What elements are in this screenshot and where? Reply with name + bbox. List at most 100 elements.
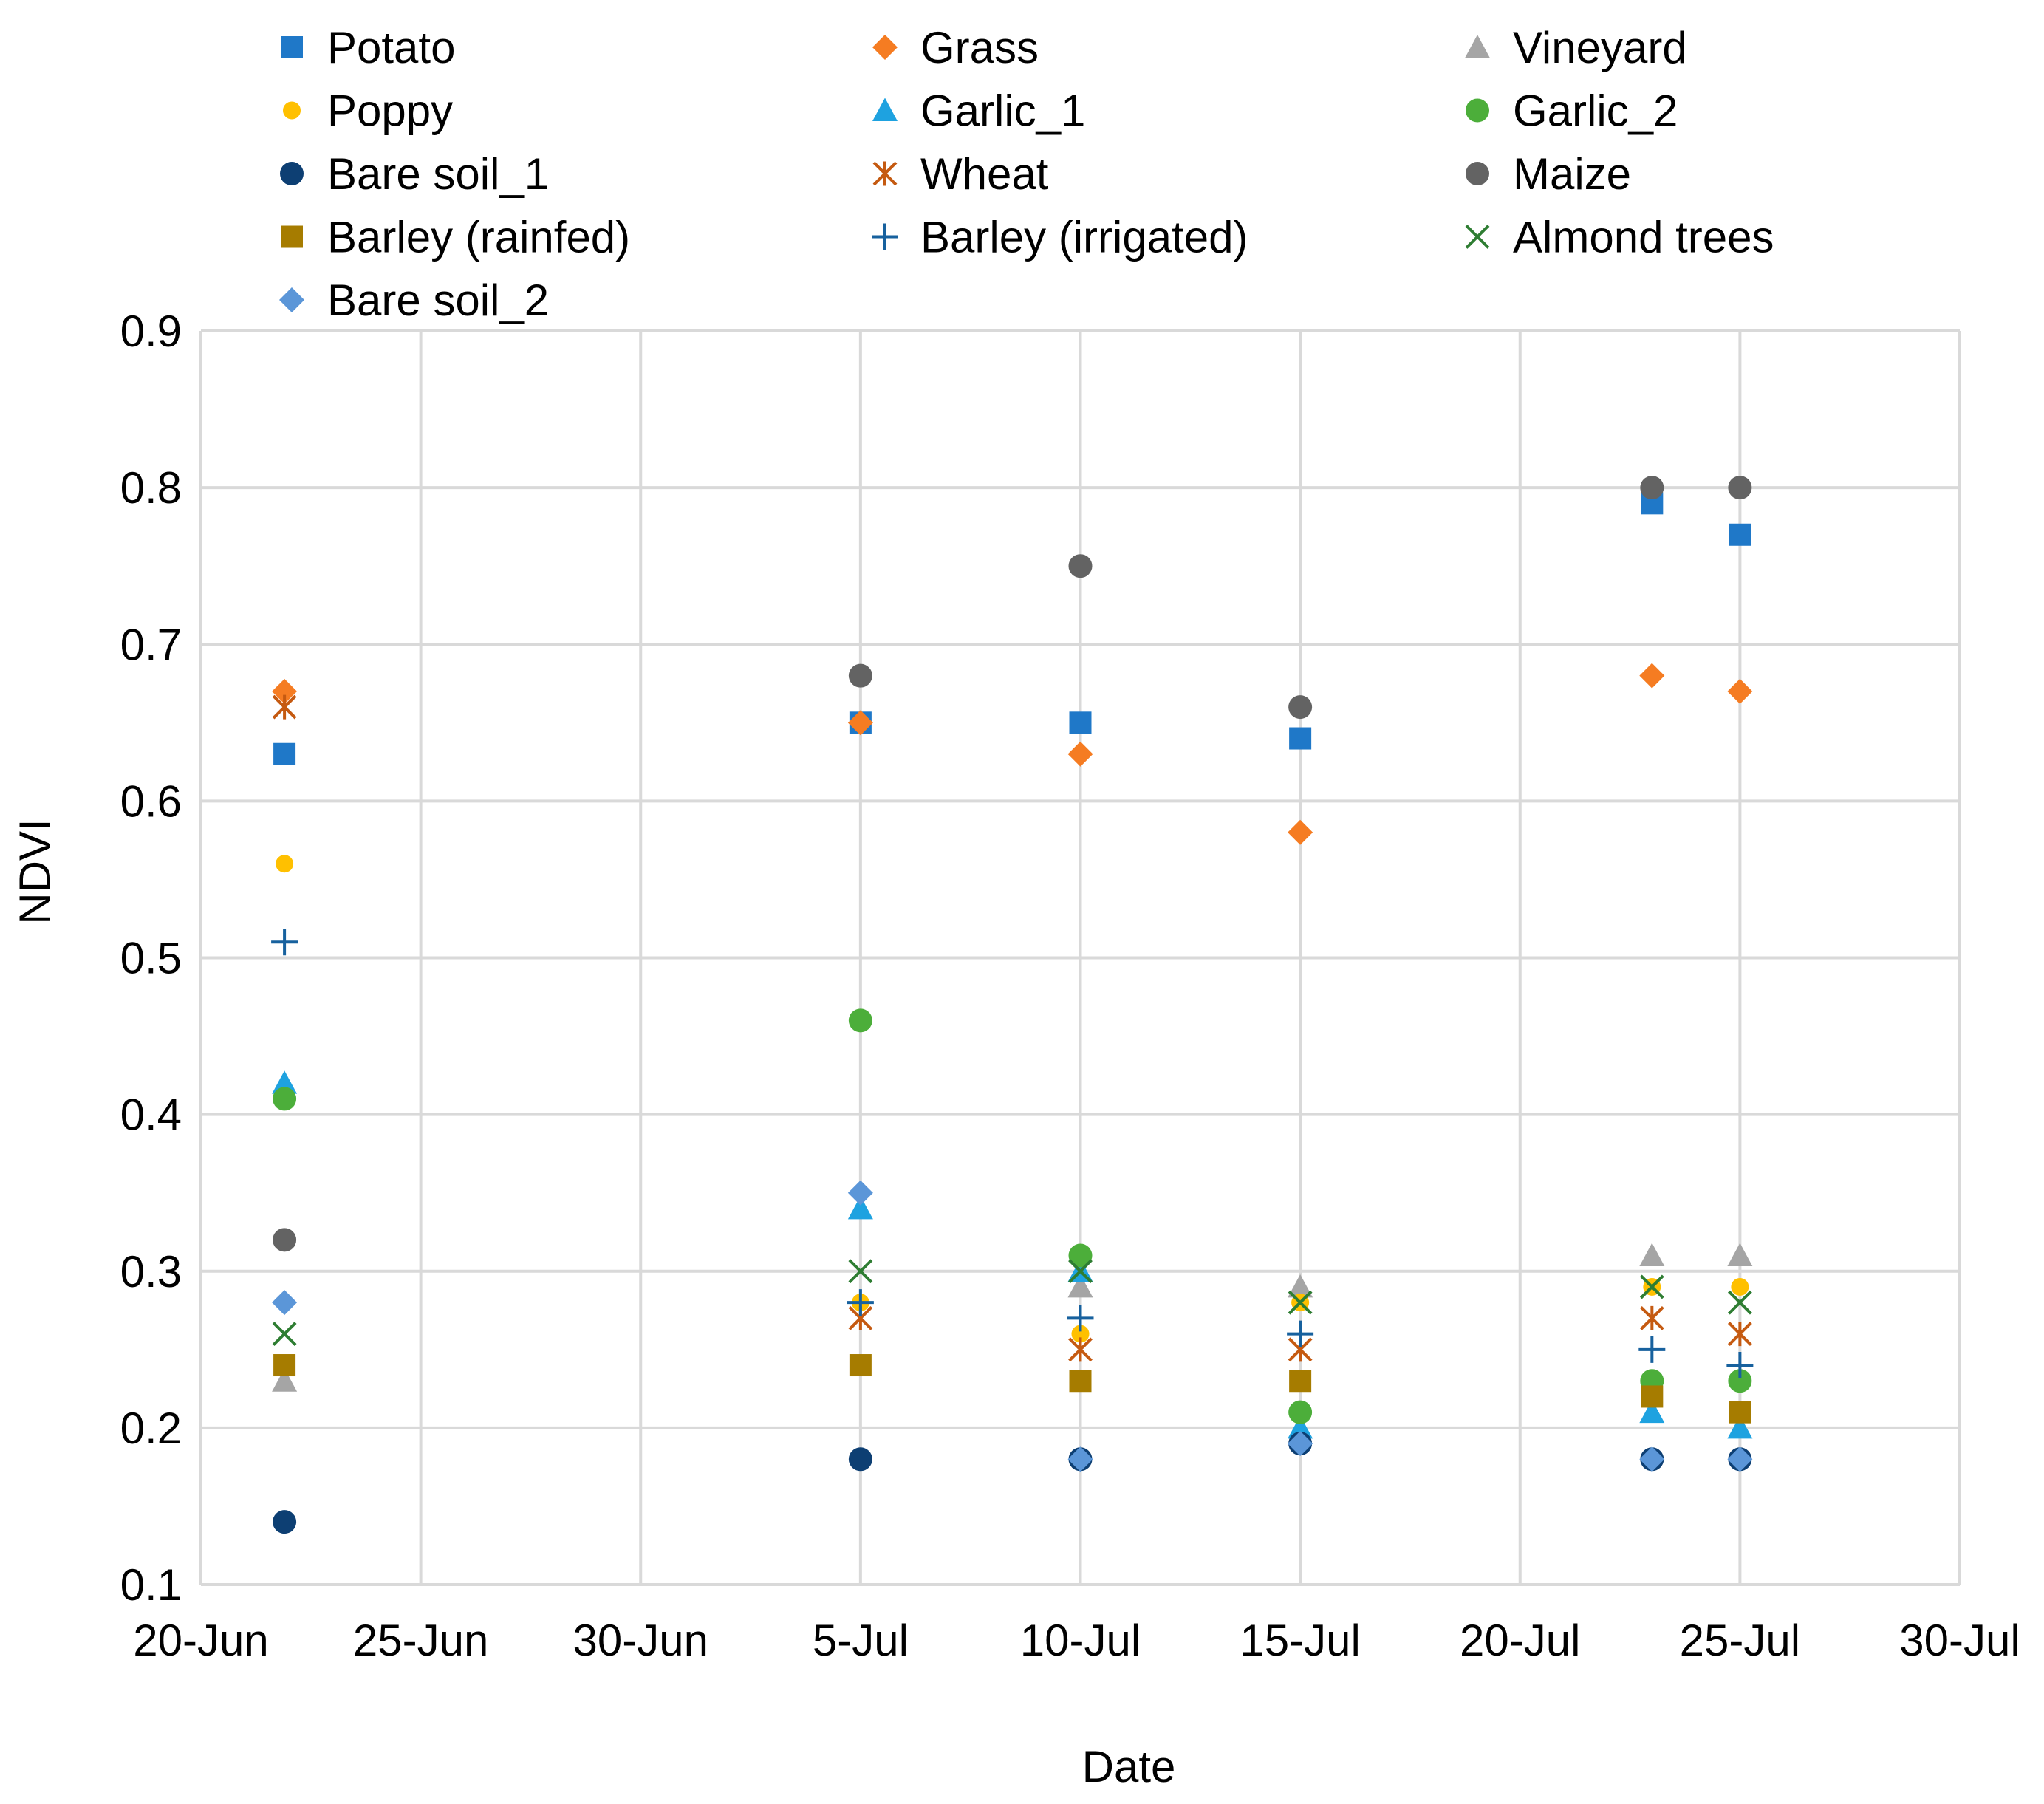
point-grass	[1288, 819, 1313, 845]
x-axis-ticks: 20-Jun 25-Jun 30-Jun 5-Jul 10-Jul 15-Jul 20-Ju…	[133, 1616, 2020, 1665]
legend-marker-maize	[1466, 162, 1489, 185]
legend-label-potato: Potato	[327, 23, 455, 72]
point-vineyard	[1067, 1274, 1093, 1298]
legend-marker-barley-rainfed	[281, 225, 303, 248]
point-potato	[1729, 523, 1751, 546]
point-wheat	[1068, 1337, 1093, 1362]
point-wheat	[1727, 1322, 1752, 1347]
legend-marker-bare-soil-2	[279, 287, 304, 312]
point-barley-rainfed	[1641, 1385, 1664, 1408]
point-barley-irrigated	[1287, 1320, 1314, 1347]
point-poppy	[1071, 1325, 1090, 1343]
point-barley-rainfed	[1289, 1370, 1312, 1393]
y-tick-label: 0.6	[120, 776, 182, 826]
point-wheat	[272, 694, 297, 720]
point-bare-soil-2	[1067, 1446, 1093, 1472]
x-tick-label: 25-Jul	[1680, 1616, 1800, 1665]
point-maize	[848, 663, 872, 688]
point-garlic-1	[1727, 1415, 1753, 1439]
point-maize	[1068, 554, 1093, 578]
point-potato	[1289, 727, 1312, 750]
legend-label-bare-soil-1: Bare soil_1	[327, 149, 549, 199]
point-barley-rainfed	[849, 1354, 872, 1377]
point-barley-irrigated	[847, 1289, 874, 1316]
legend-marker-potato	[281, 36, 303, 58]
point-garlic-2	[1728, 1369, 1752, 1393]
point-grass	[272, 678, 298, 704]
x-tick-label: 30-Jul	[1899, 1616, 2020, 1665]
y-tick-label: 0.2	[120, 1404, 182, 1453]
y-tick-label: 0.1	[120, 1560, 182, 1610]
point-garlic-1	[272, 1070, 298, 1094]
point-grass	[847, 710, 873, 736]
point-almond-trees	[1068, 1259, 1093, 1284]
point-maize	[1728, 476, 1752, 500]
legend-marker-garlic-1	[872, 98, 898, 121]
point-vineyard	[272, 1368, 298, 1392]
legend-marker-bare-soil-1	[280, 162, 304, 185]
point-almond-trees	[1727, 1290, 1752, 1315]
y-tick-label: 0.7	[120, 620, 182, 669]
legend-marker-almond-trees	[1465, 225, 1490, 249]
legend-label-grass: Grass	[920, 23, 1039, 72]
point-wheat	[1639, 1305, 1664, 1330]
gridlines	[199, 329, 1961, 1586]
legend-label-poppy: Poppy	[327, 86, 453, 136]
x-tick-label: 30-Jun	[573, 1616, 708, 1665]
legend-marker-poppy	[283, 101, 301, 120]
legend-marker-garlic-2	[1466, 98, 1489, 123]
point-bare-soil-1	[273, 1510, 297, 1534]
point-barley-rainfed	[273, 1354, 296, 1377]
y-tick-label: 0.5	[120, 934, 182, 983]
point-barley-rainfed	[1729, 1401, 1751, 1424]
point-garlic-2	[848, 1008, 872, 1033]
legend-label-vineyard: Vineyard	[1513, 23, 1687, 72]
legend-label-bare-soil-2: Bare soil_2	[327, 276, 549, 325]
point-almond-trees	[272, 1322, 297, 1347]
point-poppy	[1731, 1277, 1749, 1296]
point-bare-soil-2	[847, 1180, 873, 1206]
point-garlic-1	[847, 1195, 873, 1220]
x-tick-label: 15-Jul	[1240, 1616, 1360, 1665]
point-maize	[1640, 476, 1664, 500]
legend-label-almond-trees: Almond trees	[1513, 213, 1774, 262]
x-tick-label: 10-Jul	[1020, 1616, 1141, 1665]
point-grass	[1639, 663, 1665, 689]
data-points	[271, 476, 1754, 1534]
point-barley-rainfed	[1069, 1370, 1092, 1393]
legend-marker-grass	[872, 35, 898, 60]
point-poppy	[276, 855, 294, 873]
point-barley-irrigated	[271, 929, 298, 956]
legend-label-barley-rainfed: Barley (rainfed)	[327, 213, 630, 262]
legend-label-barley-irrigated: Barley (irrigated)	[920, 213, 1248, 262]
point-potato	[273, 742, 296, 765]
point-vineyard	[1639, 1243, 1665, 1266]
point-vineyard	[1727, 1243, 1753, 1266]
point-garlic-2	[1288, 1400, 1313, 1424]
x-tick-label: 20-Jun	[133, 1616, 268, 1665]
point-garlic-1	[1288, 1415, 1313, 1439]
point-potato	[1069, 711, 1092, 734]
point-barley-irrigated	[1638, 1336, 1666, 1363]
legend-label-maize: Maize	[1513, 149, 1631, 199]
legend-label-garlic-1: Garlic_1	[920, 86, 1085, 136]
point-almond-trees	[848, 1259, 873, 1284]
point-barley-irrigated	[1726, 1352, 1754, 1379]
point-garlic-1	[1639, 1399, 1665, 1424]
legend-label-garlic-2: Garlic_2	[1513, 86, 1678, 136]
point-barley-irrigated	[1067, 1305, 1094, 1332]
point-garlic-2	[1068, 1243, 1093, 1268]
y-tick-label: 0.9	[120, 307, 182, 356]
legend: Potato Grass Vineyard Poppy Garlic_1 Garlic_2…	[279, 23, 1774, 325]
y-axis-ticks: 0.1 0.2 0.3 0.4 0.5 0.6 0.7 0.8 0.9	[120, 307, 182, 1610]
point-bare-soil-2	[272, 1290, 298, 1316]
point-bare-soil-1	[848, 1447, 872, 1472]
point-grass	[1727, 678, 1753, 704]
point-vineyard	[1288, 1274, 1313, 1298]
y-tick-label: 0.3	[120, 1247, 182, 1296]
point-grass	[1067, 741, 1093, 767]
point-maize	[1288, 695, 1313, 720]
point-bare-soil-2	[1639, 1446, 1665, 1472]
x-tick-label: 25-Jun	[353, 1616, 488, 1665]
